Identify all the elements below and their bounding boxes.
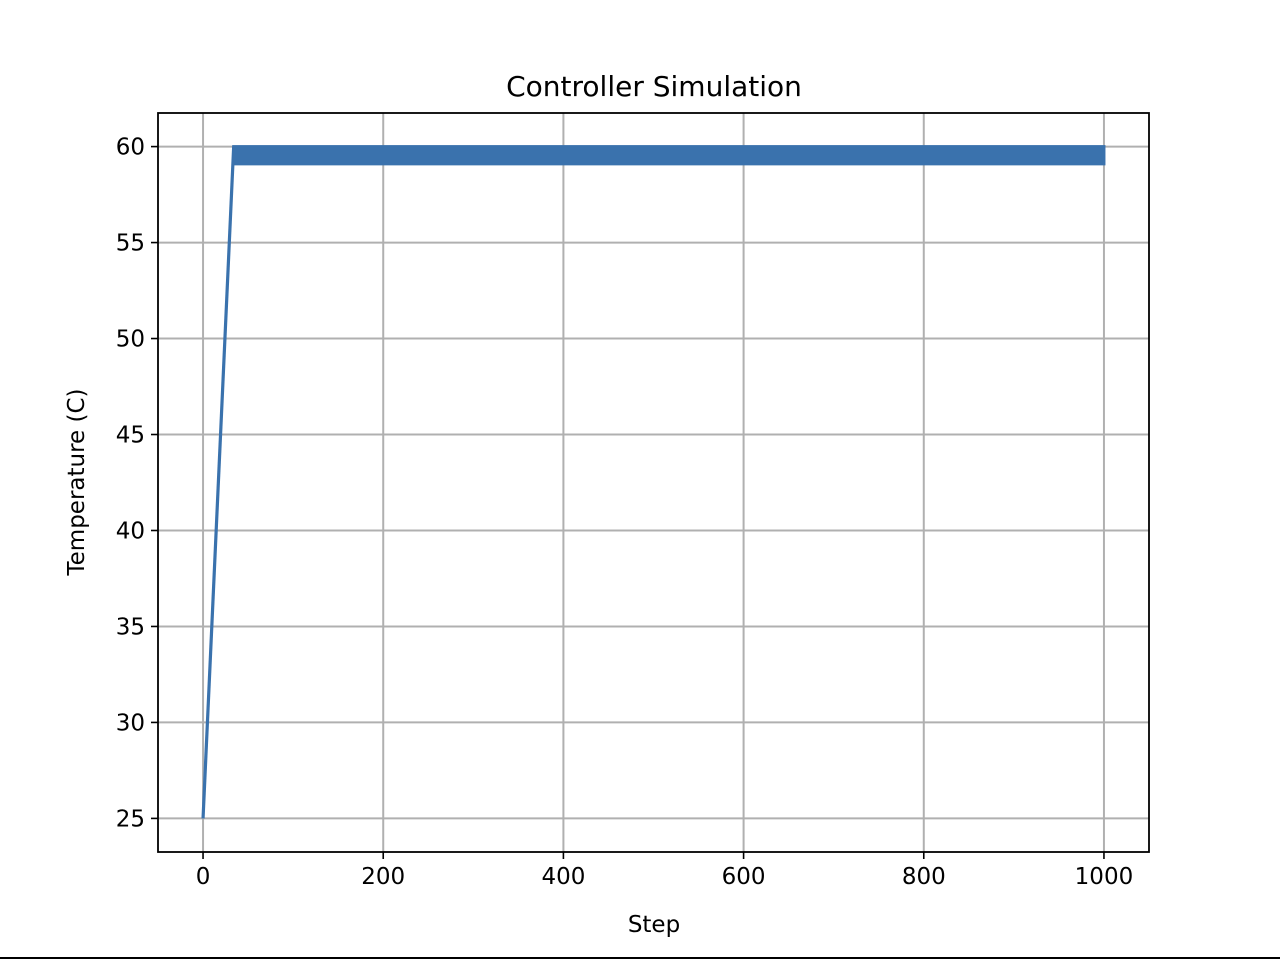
axes-frame [157, 112, 1150, 853]
x-tick-label: 0 [196, 864, 211, 890]
x-tick-label: 400 [541, 864, 585, 890]
chart-title: Controller Simulation [506, 70, 802, 103]
y-tick-label: 45 [116, 423, 145, 449]
y-tick-label: 60 [116, 135, 145, 161]
y-tick-label: 25 [116, 806, 145, 832]
plot-area [158, 113, 1149, 852]
y-tick-label: 40 [116, 518, 145, 544]
ticks: 0 200 400 600 800 1000 25 30 35 40 45 50 55 60 [116, 135, 1134, 890]
y-axis-label: Temperature (C) [64, 388, 90, 576]
y-tick-label: 55 [116, 231, 145, 257]
y-tick-label: 30 [116, 710, 145, 736]
series-oscillation-band [232, 145, 1106, 166]
x-tick-label: 800 [902, 864, 946, 890]
x-tick-label: 1000 [1075, 864, 1134, 890]
y-tick-label: 35 [116, 614, 145, 640]
y-tick-label: 50 [116, 327, 145, 353]
x-tick-label: 200 [361, 864, 405, 890]
series-ramp-line [201, 146, 236, 819]
series-layer [201, 145, 1106, 819]
x-axis-label: Step [628, 912, 680, 938]
x-tick-label: 600 [722, 864, 766, 890]
